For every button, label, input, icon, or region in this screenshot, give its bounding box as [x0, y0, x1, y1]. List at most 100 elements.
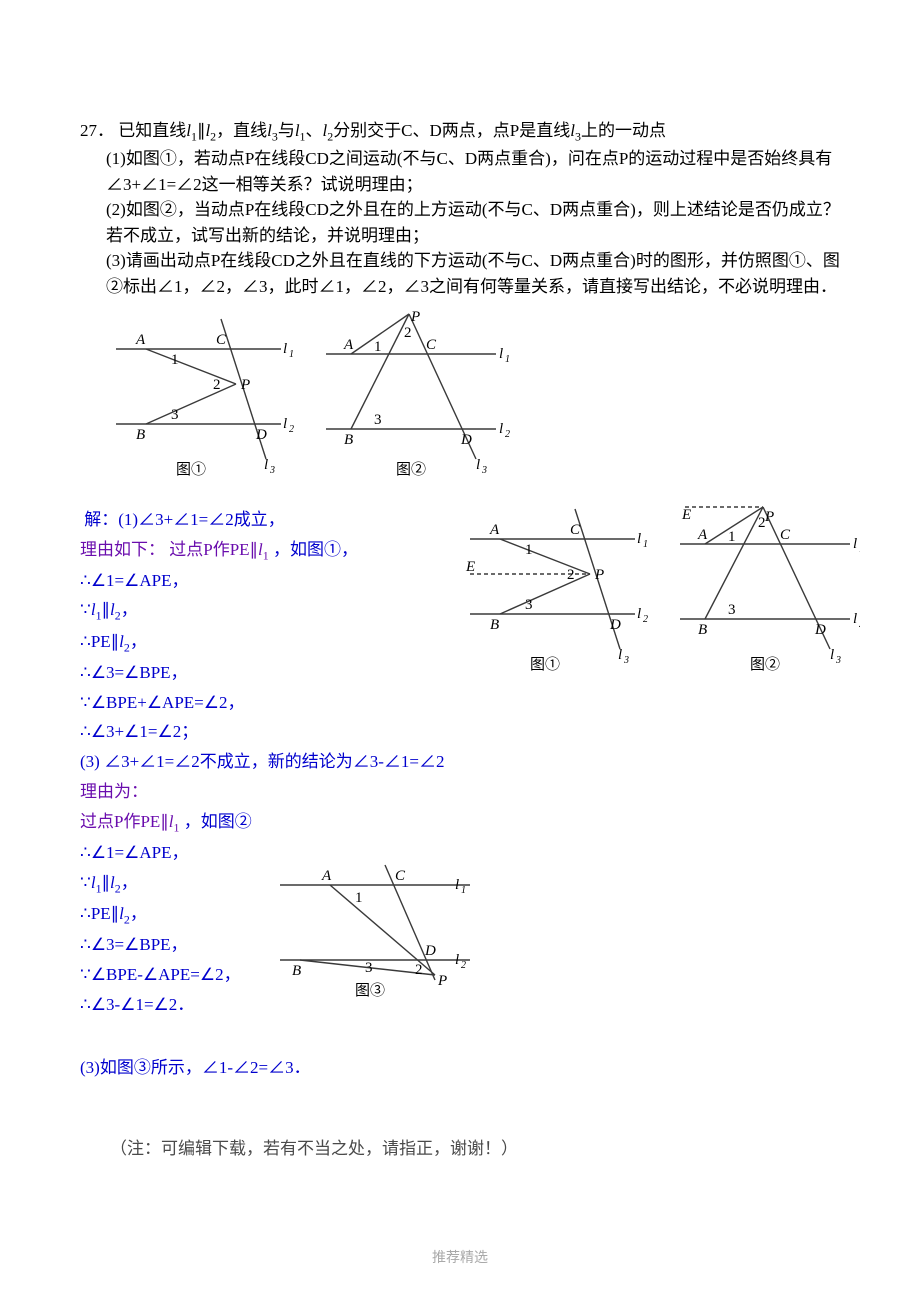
svg-text:B: B: [344, 432, 353, 448]
part-2: (2)如图②，当动点P在线段CD之外且在的上方运动(不与C、D两点重合)，则上述…: [80, 197, 840, 248]
stem-f: 上的一动点: [581, 121, 666, 140]
svg-text:l: l: [618, 647, 622, 663]
svg-text:B: B: [698, 622, 707, 638]
q-number: 27．: [80, 121, 114, 140]
figure-1-2-svg: AC l1 BD l2 l3 P 1 2 3 AC P l1 BD l2 l3 …: [106, 309, 526, 479]
svg-text:E: E: [465, 559, 475, 575]
edit-note: （注：可编辑下载，若有不当之处，请指正，谢谢！）: [110, 1136, 518, 1162]
svg-text:1: 1: [461, 885, 466, 896]
svg-text:3: 3: [525, 597, 533, 613]
sol-final: (3)如图③所示，∠1-∠2=∠3．: [80, 1053, 840, 1083]
svg-text:1: 1: [355, 890, 363, 906]
svg-text:1: 1: [171, 352, 179, 368]
svg-text:2: 2: [567, 567, 575, 583]
svg-text:2: 2: [643, 614, 648, 625]
svg-text:3: 3: [728, 602, 736, 618]
part-3: (3)请画出动点P在线段CD之外且在直线的下方运动(不与C、D两点重合)时的图形…: [80, 248, 840, 299]
page-footer: 推荐精选: [0, 1248, 920, 1269]
svg-text:B: B: [490, 617, 499, 633]
svg-text:C: C: [570, 522, 581, 538]
svg-text:3: 3: [171, 407, 179, 423]
svg-text:1: 1: [643, 539, 648, 550]
svg-text:图②: 图②: [750, 656, 780, 673]
svg-text:l: l: [637, 531, 641, 547]
svg-text:B: B: [292, 963, 301, 979]
svg-text:D: D: [609, 617, 621, 633]
svg-text:l: l: [283, 341, 287, 357]
figure-3-svg: AC l1 BD l2 P 1 2 3 图③: [270, 860, 490, 1000]
svg-text:C: C: [216, 332, 227, 348]
stem-e: 分别交于C、D两点，点P是直线: [333, 121, 570, 140]
sol-8: (3) ∠3+∠1=∠2不成立，新的结论为∠3-∠1=∠2: [80, 747, 840, 777]
sol-10: 过点P作PE∥l1 ，如图②: [80, 807, 840, 838]
svg-text:P: P: [437, 973, 447, 989]
svg-text:D: D: [814, 622, 826, 638]
svg-text:A: A: [489, 522, 500, 538]
fig2-caption: 图②: [396, 461, 426, 478]
svg-text:A: A: [135, 332, 146, 348]
svg-text:2: 2: [505, 429, 510, 440]
solution-figures-right: AC l1 E BD l2 l3 P 1 2 3 AC P E l1 BD l2…: [460, 499, 860, 679]
svg-text:A: A: [697, 527, 708, 543]
stem-a: 已知直线: [118, 121, 186, 140]
svg-text:图①: 图①: [530, 656, 560, 673]
svg-text:1: 1: [859, 544, 860, 555]
svg-text:l: l: [476, 457, 480, 473]
svg-text:3: 3: [365, 960, 373, 976]
svg-text:1: 1: [728, 529, 736, 545]
svg-text:C: C: [780, 527, 791, 543]
stem-c: 与: [278, 121, 295, 140]
svg-text:l: l: [830, 647, 834, 663]
svg-text:图③: 图③: [355, 982, 385, 999]
svg-text:2: 2: [758, 515, 766, 531]
svg-text:1: 1: [374, 339, 382, 355]
svg-text:l: l: [853, 536, 857, 552]
svg-text:l: l: [499, 421, 503, 437]
svg-text:l: l: [264, 457, 268, 473]
fig1-caption: 图①: [176, 461, 206, 478]
svg-text:3: 3: [269, 465, 275, 476]
svg-text:l: l: [499, 346, 503, 362]
svg-text:l: l: [853, 611, 857, 627]
svg-text:D: D: [424, 943, 436, 959]
sol-7: ∴∠3+∠1=∠2；: [80, 717, 840, 747]
solution-block: AC l1 E BD l2 l3 P 1 2 3 AC P E l1 BD l2…: [80, 505, 840, 1083]
svg-text:1: 1: [525, 542, 533, 558]
svg-text:P: P: [764, 509, 774, 525]
svg-text:A: A: [343, 337, 354, 353]
svg-text:P: P: [240, 377, 250, 393]
svg-text:2: 2: [213, 377, 221, 393]
svg-text:D: D: [460, 432, 472, 448]
sol-9: 理由为：: [80, 777, 840, 807]
svg-text:A: A: [321, 868, 332, 884]
svg-text:3: 3: [835, 655, 841, 666]
svg-text:1: 1: [505, 354, 510, 365]
svg-text:2: 2: [289, 424, 294, 435]
svg-text:P: P: [594, 567, 604, 583]
svg-text:2: 2: [461, 960, 466, 971]
page: 27． 已知直线l1∥l2，直线l3与l1、l2分别交于C、D两点，点P是直线l…: [0, 0, 920, 1301]
svg-text:E: E: [681, 507, 691, 523]
svg-text:2: 2: [404, 325, 412, 341]
svg-text:l: l: [637, 606, 641, 622]
svg-text:1: 1: [289, 349, 294, 360]
svg-text:l: l: [455, 952, 459, 968]
svg-text:3: 3: [481, 465, 487, 476]
stem-d: 、: [306, 121, 323, 140]
stem-b: ，直线: [216, 121, 267, 140]
svg-text:3: 3: [623, 655, 629, 666]
svg-text:D: D: [255, 427, 267, 443]
sol-6: ∵∠BPE+∠APE=∠2，: [80, 688, 840, 718]
svg-text:l: l: [455, 877, 459, 893]
part-1: (1)如图①，若动点P在线段CD之间运动(不与C、D两点重合)，问在点P的运动过…: [80, 146, 840, 197]
svg-text:B: B: [136, 427, 145, 443]
svg-text:l: l: [283, 416, 287, 432]
problem-block: 27． 已知直线l1∥l2，直线l3与l1、l2分别交于C、D两点，点P是直线l…: [80, 118, 840, 299]
svg-text:C: C: [395, 868, 406, 884]
svg-text:2: 2: [859, 619, 860, 630]
svg-text:C: C: [426, 337, 437, 353]
problem-stem: 27． 已知直线l1∥l2，直线l3与l1、l2分别交于C、D两点，点P是直线l…: [80, 118, 840, 146]
problem-figures: AC l1 BD l2 l3 P 1 2 3 AC P l1 BD l2 l3 …: [80, 309, 840, 487]
svg-text:P: P: [410, 309, 420, 325]
svg-text:3: 3: [374, 412, 382, 428]
